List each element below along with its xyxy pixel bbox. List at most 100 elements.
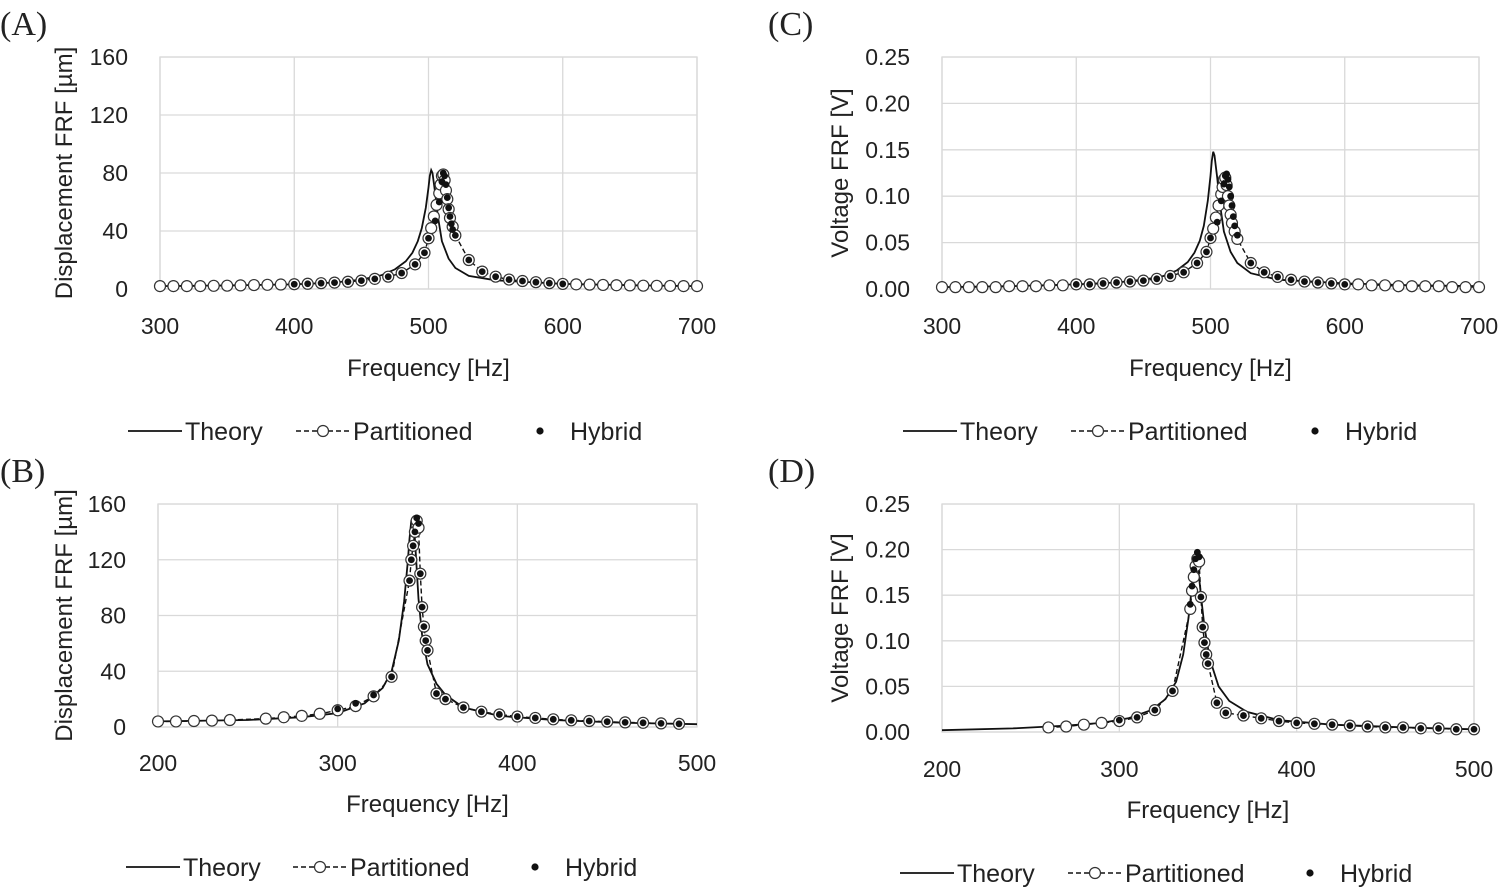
data-point-hybrid <box>1099 280 1107 287</box>
data-point-hybrid <box>1222 709 1230 717</box>
y-tick-label: 0 <box>113 714 126 740</box>
data-point-hybrid <box>442 181 450 189</box>
legend-label-partitioned: Partitioned <box>1125 860 1245 887</box>
plot-area <box>159 56 698 290</box>
data-point-hybrid <box>1186 600 1194 608</box>
data-point-hybrid <box>1220 180 1228 188</box>
data-point-hybrid <box>447 220 455 228</box>
data-point-hybrid <box>352 699 360 707</box>
data-point-hybrid <box>441 172 449 180</box>
y-tick-label: 0.20 <box>865 90 910 116</box>
data-point-partitioned <box>1207 222 1220 235</box>
data-point-hybrid <box>513 713 521 720</box>
data-point-hybrid <box>451 231 459 239</box>
data-point-hybrid <box>1217 197 1225 205</box>
data-point-hybrid <box>1311 720 1318 728</box>
data-point-hybrid <box>1166 272 1174 280</box>
data-point-partitioned <box>1003 280 1016 293</box>
data-point-hybrid <box>1301 278 1308 285</box>
x-tick-label: 500 <box>409 313 447 339</box>
data-point-hybrid <box>344 278 352 286</box>
x-tick-label: 300 <box>141 313 179 339</box>
data-point-hybrid <box>407 556 415 564</box>
data-point-hybrid <box>331 279 338 287</box>
plot-area <box>941 503 1475 733</box>
data-point-partitioned <box>583 278 596 291</box>
data-point-hybrid <box>406 577 413 585</box>
panel-label: (B) <box>0 453 45 490</box>
data-point-partitioned <box>596 278 610 292</box>
data-point-hybrid <box>424 646 431 654</box>
y-axis-label: Displacement FRF [µm] <box>51 489 78 742</box>
data-point-hybrid <box>1341 280 1349 288</box>
y-tick-label: 0.00 <box>865 719 910 745</box>
x-tick-label: 400 <box>498 750 536 776</box>
data-point-hybrid <box>371 275 379 283</box>
data-point-hybrid <box>357 277 365 284</box>
data-point-partitioned <box>1095 716 1108 729</box>
data-point-hybrid <box>1201 639 1208 647</box>
data-point-partitioned <box>637 279 650 292</box>
data-point-partitioned <box>234 279 247 292</box>
data-point-partitioned <box>277 711 290 724</box>
data-point-hybrid <box>1139 277 1147 285</box>
data-point-partitioned <box>313 707 326 720</box>
data-point-hybrid <box>1133 714 1141 721</box>
legend-label-partitioned: Partitioned <box>353 418 473 446</box>
data-point-hybrid <box>1193 259 1201 267</box>
data-point-partitioned <box>1472 281 1486 294</box>
data-point-hybrid <box>1293 719 1301 727</box>
x-tick-label: 200 <box>923 756 961 782</box>
data-point-partitioned <box>1077 718 1090 731</box>
legend-label-partitioned: Partitioned <box>1128 418 1248 446</box>
data-point-hybrid <box>478 708 485 716</box>
y-tick-label: 0.05 <box>865 230 910 256</box>
data-point-partitioned <box>1060 720 1073 733</box>
data-point-hybrid <box>304 280 312 288</box>
x-tick-label: 300 <box>318 750 356 776</box>
legend: Theory Partitioned Hybrid <box>128 418 642 446</box>
y-tick-label: 40 <box>102 218 128 244</box>
legend-marker-partitioned <box>1088 866 1102 880</box>
data-point-hybrid <box>446 213 454 220</box>
data-point-hybrid <box>388 673 395 681</box>
data-point-hybrid <box>1240 712 1247 719</box>
data-point-partitioned <box>1352 278 1365 291</box>
legend-label-partitioned: Partitioned <box>350 854 470 882</box>
data-point-hybrid <box>1115 716 1123 724</box>
legend-label-theory: Theory <box>183 854 261 882</box>
data-point-hybrid <box>334 705 342 713</box>
legend-marker-partitioned <box>316 424 330 438</box>
legend-label-hybrid: Hybrid <box>1340 860 1412 887</box>
gridlines <box>157 503 698 728</box>
y-tick-label: 0.00 <box>865 276 910 302</box>
data-point-hybrid <box>1151 706 1159 714</box>
data-point-partitioned <box>1042 721 1055 734</box>
x-tick-label: 500 <box>1191 313 1229 339</box>
data-point-hybrid <box>449 226 457 233</box>
chart-panel-b: (B) 0 40 80 120 160 200 300 400 500 Frequency [Hz]… <box>0 453 716 882</box>
data-point-hybrid <box>621 719 629 726</box>
data-point-hybrid <box>495 711 503 718</box>
data-point-hybrid <box>1195 553 1203 561</box>
data-point-hybrid <box>1169 687 1176 695</box>
data-point-partitioned <box>1405 280 1418 293</box>
data-point-hybrid <box>433 690 440 697</box>
y-tick-label: 0.25 <box>865 44 910 70</box>
legend: Theory Partitioned Hybrid <box>900 860 1412 887</box>
data-point-hybrid <box>559 280 567 288</box>
data-point-hybrid <box>603 718 611 726</box>
data-point-hybrid <box>1225 183 1233 191</box>
x-tick-label: 400 <box>1277 756 1315 782</box>
x-tick-label: 300 <box>923 313 961 339</box>
data-point-hybrid <box>1364 723 1371 730</box>
data-point-hybrid <box>567 716 575 724</box>
legend-marker-hybrid <box>531 863 539 871</box>
data-point-hybrid <box>675 720 683 728</box>
y-tick-label: 160 <box>90 44 128 70</box>
series-line-partitioned <box>158 520 680 725</box>
data-point-partitioned <box>169 715 183 728</box>
legend-label-theory: Theory <box>957 860 1035 887</box>
data-point-partitioned <box>935 281 949 294</box>
data-point-partitioned <box>570 278 583 291</box>
